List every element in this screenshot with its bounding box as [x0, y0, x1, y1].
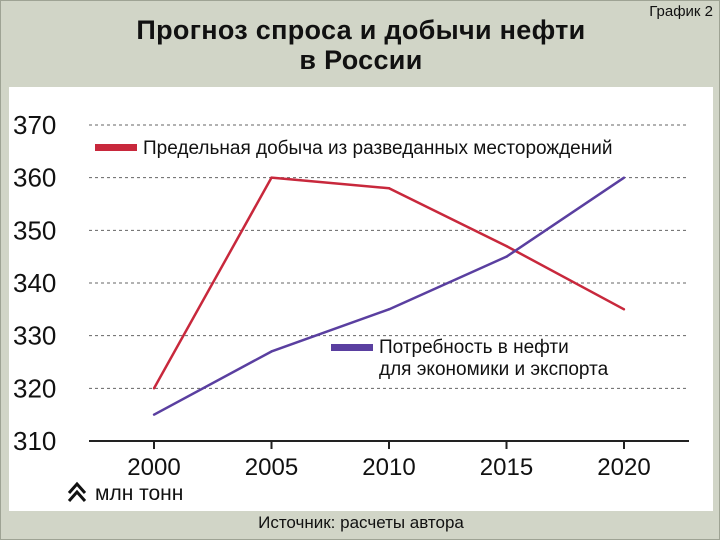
data-point: [152, 413, 156, 416]
data-point: [152, 387, 156, 390]
chart-number-label: График 2: [649, 3, 713, 20]
x-tick-label: 2010: [362, 454, 415, 481]
legend-label-production: Предельная добыча из разведанных месторо…: [143, 138, 612, 159]
x-tick-label: 2000: [127, 454, 180, 481]
data-point: [622, 308, 626, 311]
x-tick-label: 2020: [597, 454, 650, 481]
y-tick-label: 360: [13, 163, 56, 193]
legend-swatch-demand: [331, 344, 373, 351]
unit-label: млн тонн: [95, 482, 183, 505]
legend-label-demand: для экономики и экспорта: [379, 359, 609, 380]
data-point: [387, 187, 391, 190]
chart-title-line-2: в России: [299, 45, 423, 75]
y-tick-label: 370: [13, 110, 56, 140]
y-tick-label: 310: [13, 426, 56, 456]
y-tick-label: 350: [13, 215, 56, 245]
data-point: [505, 244, 508, 248]
y-tick-label: 330: [13, 321, 56, 351]
data-point: [505, 255, 508, 258]
legend-label-demand: Потребность в нефти: [379, 337, 569, 358]
chart-title-line-1: Прогноз спроса и добычи нефти: [136, 15, 586, 45]
source-note: Источник: расчеты автора: [258, 513, 464, 532]
line-chart: 310 320 330 340 350 360 370 2000 2005 2010 2015 202…: [13, 110, 689, 505]
data-point: [622, 176, 626, 179]
legend-swatch-production: [95, 144, 137, 151]
plot-panel: 310 320 330 340 350 360 370 2000 2005 2010 2015 202…: [9, 87, 713, 511]
data-point: [270, 350, 273, 353]
y-tick-label: 320: [13, 373, 56, 403]
double-chevron-up-icon: [67, 481, 87, 502]
y-tick-label: 340: [13, 268, 56, 298]
data-point: [387, 308, 391, 311]
chart-title: Прогноз спроса и добычи нефти в России: [1, 15, 720, 75]
x-tick-label: 2005: [245, 454, 298, 481]
data-point: [270, 176, 273, 179]
x-tick-label: 2015: [480, 454, 533, 481]
